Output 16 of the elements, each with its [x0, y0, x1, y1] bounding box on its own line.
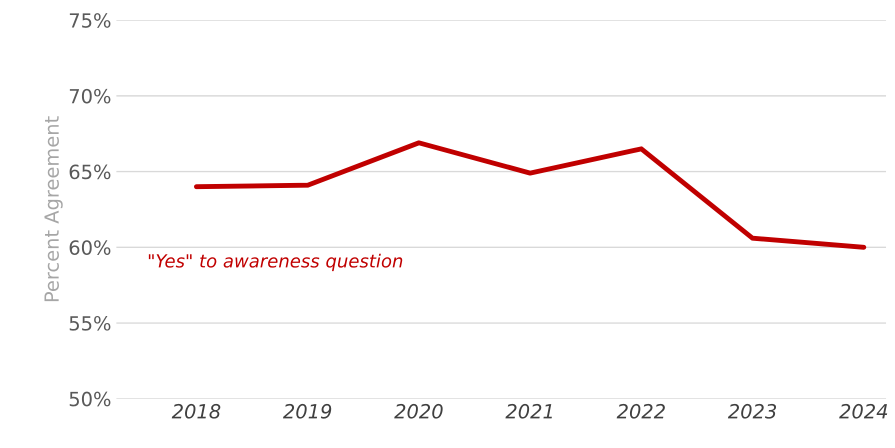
- y-axis-title: Percent Agreement: [44, 116, 63, 302]
- y-tick-label: 75%: [70, 13, 110, 28]
- y-tick-label: 60%: [70, 240, 110, 255]
- x-tick-label: 2021: [505, 404, 552, 419]
- y-tick-label: 70%: [70, 88, 110, 104]
- y-tick-label: 50%: [70, 392, 110, 406]
- x-tick-label: 2024: [839, 404, 888, 419]
- x-tick-label: 2018: [172, 404, 220, 419]
- text: "Yes" to awareness question: [148, 254, 402, 272]
- x-tick-label: 2022: [616, 404, 665, 419]
- x-tick-label: 2020: [394, 404, 443, 419]
- y-tick-label: 65%: [70, 164, 110, 180]
- x-tick-label: 2023: [728, 404, 776, 419]
- x-tick-label: 2019: [282, 404, 332, 419]
- line-series: [194, 140, 866, 250]
- y-tick-label: 55%: [70, 316, 110, 331]
